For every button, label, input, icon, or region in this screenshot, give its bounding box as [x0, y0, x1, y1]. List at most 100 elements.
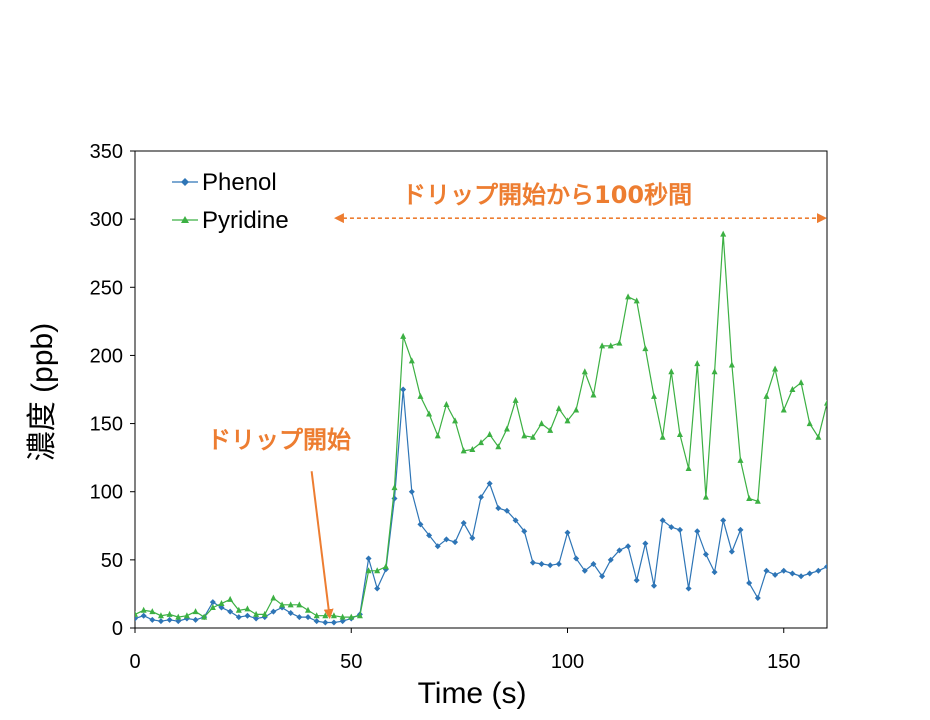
data-point-phenol — [694, 528, 701, 535]
data-point-pyridine — [503, 425, 510, 432]
data-point-phenol — [798, 573, 805, 580]
data-point-phenol — [417, 521, 424, 528]
data-point-phenol — [529, 559, 536, 566]
data-point-pyridine — [460, 447, 467, 454]
data-point-phenol — [235, 614, 242, 621]
data-point-pyridine — [235, 606, 242, 613]
data-point-phenol — [668, 524, 675, 531]
y-tick-label: 100 — [90, 482, 123, 504]
data-point-phenol — [599, 573, 606, 580]
data-point-phenol — [512, 517, 519, 524]
data-point-phenol — [253, 615, 260, 622]
data-point-phenol — [754, 595, 761, 602]
data-point-phenol — [227, 608, 234, 615]
data-point-pyridine — [135, 610, 138, 617]
data-point-pyridine — [642, 345, 649, 352]
data-point-pyridine — [201, 613, 208, 620]
data-point-pyridine — [140, 606, 147, 613]
y-axis-title: 濃度 (ppb) — [26, 323, 59, 461]
data-point-phenol — [244, 612, 251, 619]
data-point-phenol — [651, 582, 657, 589]
data-point-pyridine — [183, 612, 190, 619]
y-tick-label: 300 — [90, 209, 123, 231]
data-point-pyridine — [166, 610, 173, 617]
y-tick-label: 150 — [90, 414, 123, 436]
data-point-pyridine — [253, 610, 260, 617]
legend-label-pyridine: Pyridine — [202, 207, 289, 234]
data-point-phenol — [287, 610, 294, 617]
plot-area — [134, 150, 828, 629]
data-point-pyridine — [261, 610, 268, 617]
data-point-pyridine — [599, 342, 606, 349]
y-axis: 0 50 100 150 200 250 300 350 — [90, 141, 135, 640]
data-point-pyridine — [651, 392, 657, 399]
data-point-pyridine — [754, 497, 761, 504]
data-point-pyridine — [720, 230, 727, 237]
data-point-phenol — [702, 551, 709, 558]
data-point-phenol — [478, 494, 484, 501]
data-point-phenol — [642, 540, 649, 547]
data-point-pyridine — [149, 608, 156, 615]
y-tick-label: 50 — [101, 550, 123, 572]
x-tick-label: 50 — [340, 651, 362, 673]
data-point-pyridine — [521, 432, 528, 439]
data-point-pyridine — [434, 432, 441, 439]
data-point-phenol — [443, 536, 450, 543]
data-point-pyridine — [685, 465, 692, 472]
data-point-pyridine — [452, 417, 459, 424]
data-point-pyridine — [625, 293, 632, 300]
data-point-pyridine — [555, 405, 562, 412]
data-point-phenol — [452, 539, 459, 546]
data-point-pyridine — [244, 605, 251, 612]
data-point-phenol — [746, 580, 753, 587]
data-point-pyridine — [227, 595, 234, 602]
data-point-pyridine — [547, 426, 554, 433]
data-point-phenol — [728, 548, 735, 555]
data-point-pyridine — [668, 368, 675, 375]
legend-item-pyridine: Pyridine — [172, 207, 289, 234]
data-point-pyridine — [348, 613, 355, 620]
x-tick-label: 0 — [129, 651, 140, 673]
data-point-phenol — [806, 570, 813, 577]
data-point-pyridine — [391, 484, 398, 491]
data-point-phenol — [157, 618, 164, 625]
data-point-phenol — [322, 619, 329, 626]
data-point-phenol — [815, 567, 822, 574]
data-point-pyridine — [365, 567, 372, 574]
data-point-pyridine — [824, 399, 827, 406]
data-point-phenol — [426, 532, 433, 539]
data-point-phenol — [685, 585, 692, 592]
data-point-phenol — [460, 520, 467, 527]
data-point-pyridine — [218, 599, 225, 606]
data-point-phenol — [676, 526, 683, 533]
data-point-pyridine — [538, 420, 545, 427]
annotation-drip-start-arrow — [310, 471, 334, 620]
data-point-phenol — [313, 618, 320, 625]
data-point-phenol — [305, 614, 311, 621]
data-point-pyridine — [789, 386, 796, 392]
data-point-phenol — [573, 555, 580, 562]
data-point-phenol — [149, 616, 156, 623]
data-point-pyridine — [711, 368, 718, 375]
data-point-phenol — [270, 608, 277, 615]
data-point-phenol — [737, 526, 744, 533]
data-point-pyridine — [469, 445, 476, 452]
data-point-phenol — [330, 619, 337, 626]
data-point-phenol — [780, 567, 787, 574]
data-point-pyridine — [616, 339, 623, 346]
data-point-phenol — [434, 543, 441, 550]
data-point-phenol — [469, 535, 476, 542]
data-point-pyridine — [529, 433, 536, 440]
data-point-phenol — [625, 543, 632, 550]
data-point-phenol — [590, 560, 597, 567]
data-point-pyridine — [157, 612, 164, 619]
annotation-drip-start-label: ドリップ開始 — [207, 426, 351, 454]
data-point-phenol — [581, 567, 588, 574]
data-point-phenol — [538, 560, 545, 567]
data-point-phenol — [365, 555, 372, 562]
data-point-pyridine — [313, 612, 320, 619]
data-point-phenol — [824, 563, 827, 570]
data-point-phenol — [763, 567, 770, 574]
data-point-phenol — [772, 571, 779, 578]
data-point-phenol — [607, 556, 614, 563]
